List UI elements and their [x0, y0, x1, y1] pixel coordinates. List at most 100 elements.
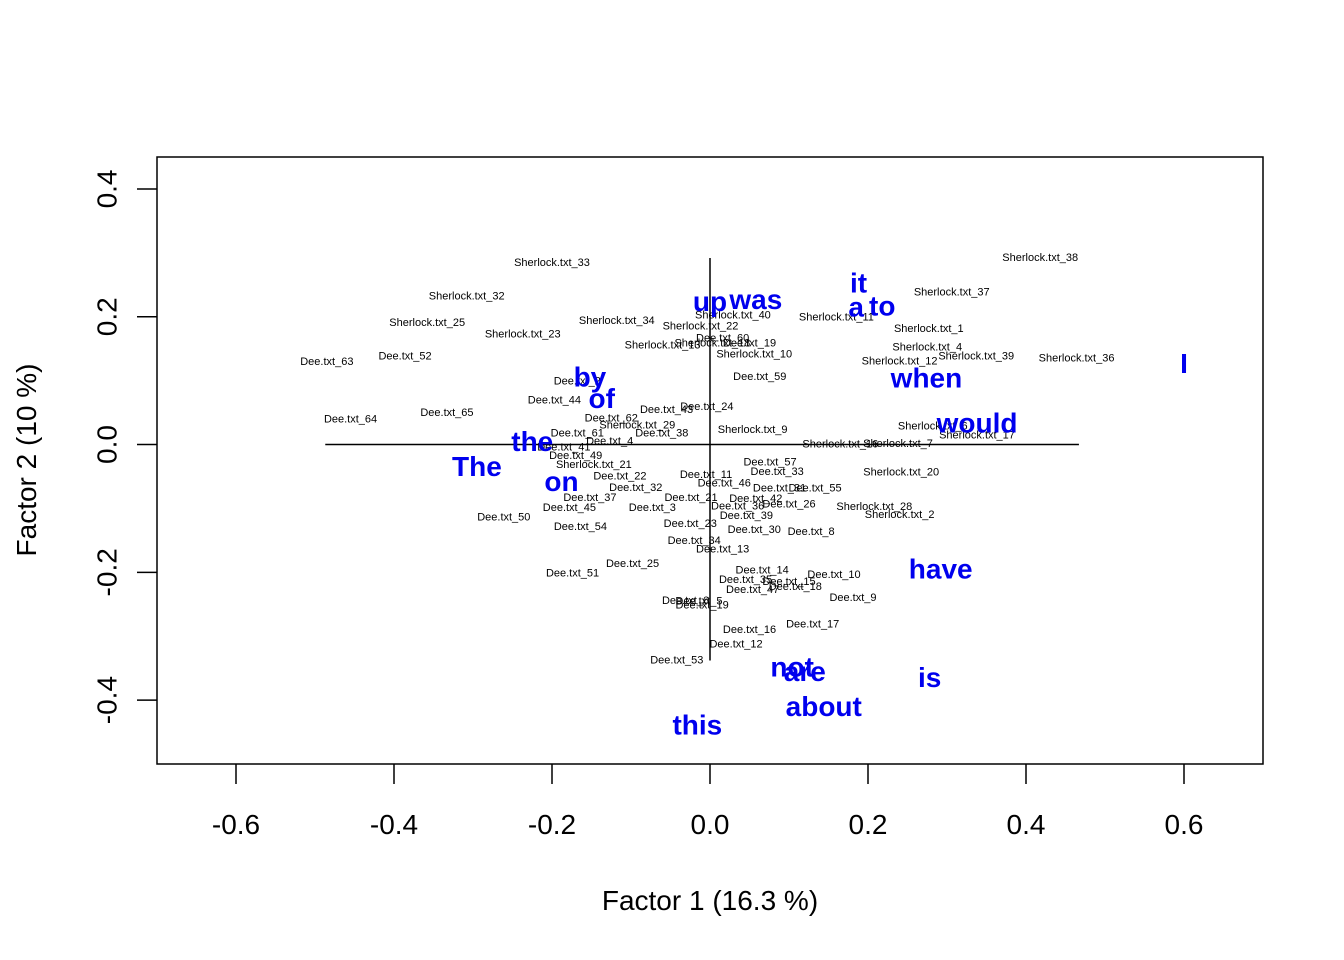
document-label: Dee.txt_63: [300, 356, 353, 368]
document-label: Dee.txt_8: [788, 526, 835, 538]
document-label: Sherlock.txt_34: [579, 315, 655, 327]
word-label: I: [1180, 348, 1188, 379]
document-label: Dee.txt_61: [551, 428, 604, 440]
document-label: Dee.txt_39: [720, 510, 773, 522]
document-label: Dee.txt_43: [640, 404, 693, 416]
document-label: Dee.txt_44: [528, 394, 581, 406]
document-label: Dee.txt_3: [629, 502, 676, 514]
document-label: Dee.txt_42: [729, 493, 782, 505]
document-label: Dee.txt_41: [537, 442, 590, 454]
origin-cross-lines: [325, 257, 1079, 661]
document-label: Dee.txt_25: [606, 558, 659, 570]
x-tick-label: 0.4: [1007, 809, 1046, 840]
word-label: on: [544, 466, 578, 497]
word-label: of: [589, 383, 616, 414]
document-label: Sherlock.txt_29: [599, 419, 675, 431]
document-label: Sherlock.txt_12: [862, 355, 938, 367]
document-label: Dee.txt_52: [378, 350, 431, 362]
document-label: Sherlock.txt_9: [718, 424, 788, 436]
word-label: a: [848, 292, 864, 323]
document-label: Sherlock.txt_39: [938, 350, 1014, 362]
document-label: Dee.txt_18: [769, 581, 822, 593]
document-label: Dee.txt_6: [662, 595, 709, 607]
document-label: Dee.txt_31: [753, 483, 806, 495]
document-label: Dee.txt_47: [726, 584, 779, 596]
document-label: Dee.txt_21: [664, 492, 717, 504]
document-label: Sherlock.txt_13: [625, 339, 701, 351]
document-label: Dee.txt_37: [563, 492, 616, 504]
document-label: Dee.txt_60: [696, 332, 749, 344]
word-label: is: [918, 662, 941, 693]
document-label: Dee.txt_34: [668, 535, 721, 547]
document-label: Sherlock.txt_38: [1002, 252, 1078, 264]
document-label: Dee.txt_13: [696, 543, 749, 555]
y-tick-label: 0.0: [92, 425, 123, 464]
document-label: Sherlock.txt_2: [865, 509, 935, 521]
document-label: Sherlock.txt_28: [836, 501, 912, 513]
document-label: Dee.txt_14: [736, 564, 789, 576]
word-label: the: [511, 426, 553, 457]
document-label: Sherlock.txt_20: [863, 467, 939, 479]
document-label: Dee.txt_16: [723, 624, 776, 636]
document-label: Sherlock.txt_6: [898, 421, 968, 433]
document-label: Dee.txt_19: [723, 338, 776, 350]
word-label: have: [909, 554, 973, 585]
word-label: about: [786, 691, 862, 722]
document-label: Sherlock.txt_37: [914, 286, 990, 298]
y-tick-label: 0.2: [92, 297, 123, 336]
x-tick-label: 0.6: [1165, 809, 1204, 840]
x-axis: -0.6 -0.4 -0.2 0.0 0.2 0.4 0.6: [212, 764, 1204, 840]
x-tick-label: 0.2: [849, 809, 888, 840]
word-label: when: [890, 363, 963, 394]
document-label: Sherlock.txt_18: [674, 338, 750, 350]
document-labels: Sherlock.txt_33 Sherlock.txt_38 Sherlock.t…: [300, 252, 1114, 667]
document-label: Sherlock.txt_33: [514, 257, 590, 269]
y-tick-label: 0.4: [92, 169, 123, 208]
word-label: The: [452, 451, 502, 482]
document-label: Sherlock.txt_16: [802, 439, 878, 451]
document-label: Dee.txt_32: [609, 482, 662, 494]
document-label: Dee.txt_64: [324, 414, 377, 426]
word-label: it: [850, 267, 867, 298]
word-label: not: [770, 651, 814, 682]
x-axis-title: Factor 1 (16.3 %): [602, 885, 818, 916]
document-label: Dee.txt_26: [762, 499, 815, 511]
word-label: are: [784, 656, 826, 687]
document-label: Dee.txt_62: [585, 412, 638, 424]
document-label: Dee.txt_12: [709, 639, 762, 651]
document-label: Sherlock.txt_4: [892, 341, 962, 353]
x-tick-label: 0.0: [691, 809, 730, 840]
document-label: Dee.txt_46: [698, 478, 751, 490]
document-label: Dee.txt_36: [711, 501, 764, 513]
document-label: Sherlock.txt_7: [863, 438, 933, 450]
y-tick-label: -0.2: [92, 548, 123, 596]
document-label: Sherlock.txt_11: [799, 311, 874, 323]
document-label: Dee.txt_50: [477, 511, 530, 523]
document-label: Dee.txt_15: [762, 576, 815, 588]
word-label: would: [936, 407, 1018, 438]
document-label: Dee.txt_24: [680, 401, 733, 413]
y-tick-label: -0.4: [92, 676, 123, 724]
document-label: Dee.txt_57: [743, 456, 796, 468]
document-label: Dee.txt_5: [675, 596, 722, 608]
document-label: Dee.txt_19: [675, 600, 728, 612]
document-label: Sherlock.txt_22: [663, 320, 739, 332]
document-label: Dee.txt_45: [543, 502, 596, 514]
document-label: Dee.txt_2: [554, 375, 601, 387]
document-label: Dee.txt_35: [719, 574, 772, 586]
word-label: up: [693, 286, 727, 317]
document-label: Sherlock.txt_1: [894, 323, 964, 335]
document-label: Sherlock.txt_21: [556, 459, 632, 471]
x-tick-label: -0.6: [212, 809, 260, 840]
document-label: Dee.txt_4: [586, 435, 633, 447]
x-tick-label: -0.4: [370, 809, 418, 840]
word-label: to: [869, 290, 895, 321]
document-label: Sherlock.txt_36: [1039, 352, 1115, 364]
word-label: was: [728, 284, 782, 315]
document-label: Sherlock.txt_40: [695, 309, 771, 321]
document-label: Dee.txt_55: [788, 483, 841, 495]
document-label: Dee.txt_30: [728, 524, 781, 536]
y-axis: -0.4 -0.2 0.0 0.2 0.4: [92, 169, 157, 724]
